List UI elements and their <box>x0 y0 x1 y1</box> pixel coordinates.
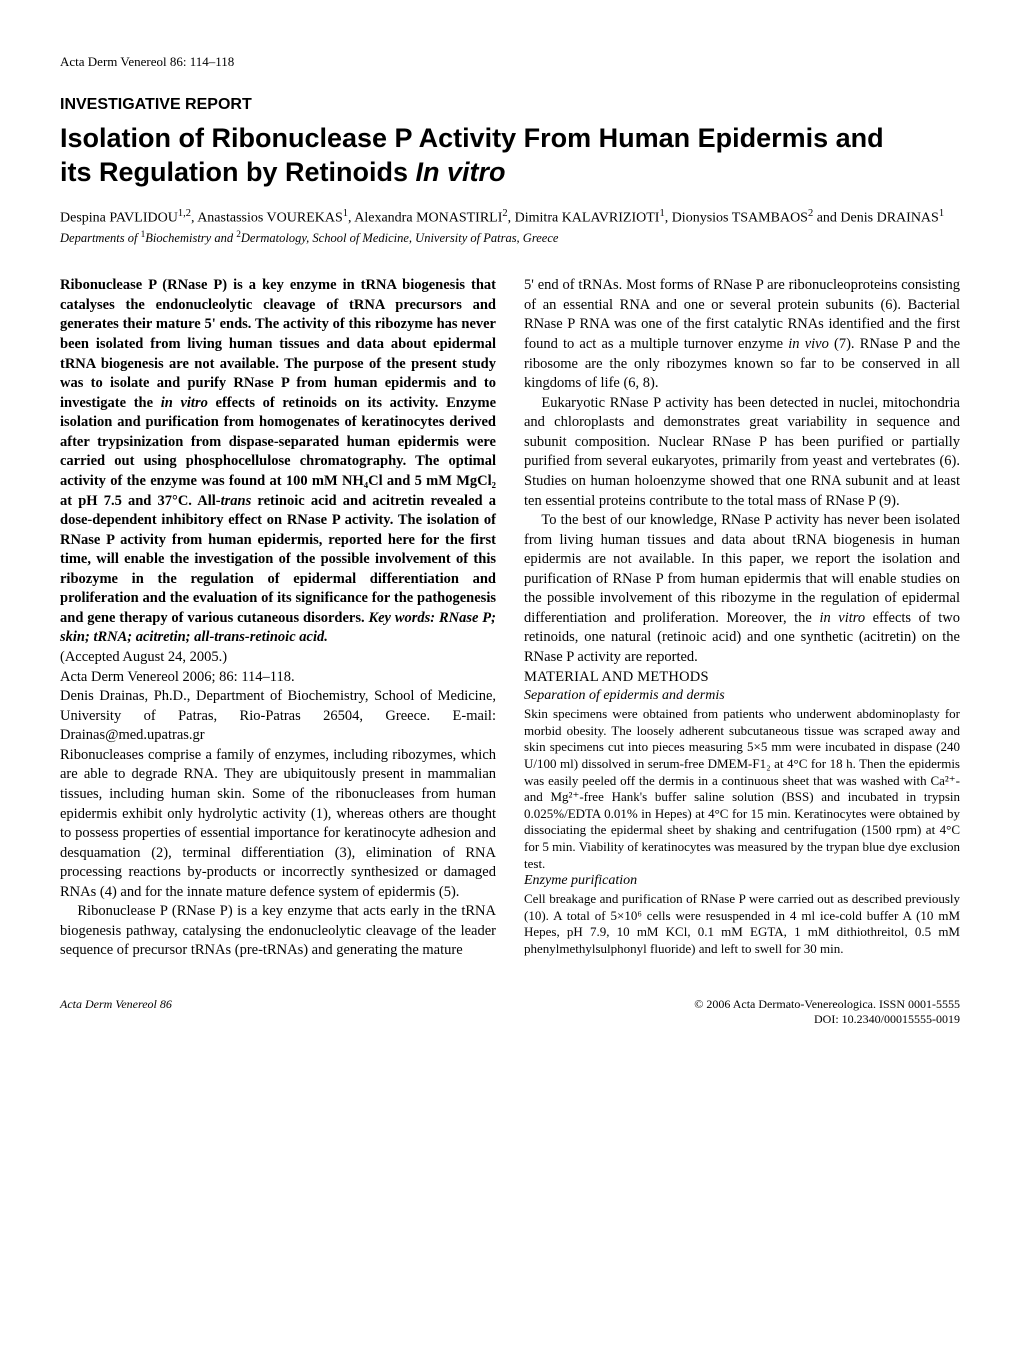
section-label: INVESTIGATIVE REPORT <box>60 96 960 114</box>
footer-right: © 2006 Acta Dermato-Venereologica. ISSN … <box>694 997 960 1027</box>
accepted-date: (Accepted August 24, 2005.) <box>60 648 496 668</box>
abstract-ital-2: trans <box>221 493 252 509</box>
col2-paragraph-1: 5' end of tRNAs. Most forms of RNase P a… <box>524 276 960 393</box>
abstract-ital-1: in vitro <box>161 395 208 411</box>
abstract-text-3: retinoic acid and acitretin revealed a d… <box>60 493 496 626</box>
affiliations: Departments of 1Biochemistry and 2Dermat… <box>60 230 960 246</box>
methods-body-1: Skin specimens were obtained from patien… <box>524 706 960 872</box>
abstract: Ribonuclease P (RNase P) is a key enzyme… <box>60 276 496 648</box>
footer-doi: DOI: 10.2340/00015555-0019 <box>694 1012 960 1027</box>
page-footer: Acta Derm Venereol 86 © 2006 Acta Dermat… <box>60 997 960 1027</box>
methods-subheading-2: Enzyme purification <box>524 872 960 891</box>
intro-paragraph-2: Ribonuclease P (RNase P) is a key enzyme… <box>60 902 496 961</box>
col2-p3-a: To the best of our knowledge, RNase P ac… <box>524 512 960 626</box>
col2-paragraph-3: To the best of our knowledge, RNase P ac… <box>524 511 960 668</box>
col2-p3-ital: in vitro <box>819 610 865 626</box>
two-column-body: Ribonuclease P (RNase P) is a key enzyme… <box>60 276 960 961</box>
title-line1: Isolation of Ribonuclease P Activity Fro… <box>60 123 884 153</box>
abstract-text-1: Ribonuclease P (RNase P) is a key enzyme… <box>60 277 496 410</box>
methods-heading: MATERIAL AND METHODS <box>524 668 960 688</box>
citation: Acta Derm Venereol 2006; 86: 114–118. <box>60 668 496 688</box>
abstract-text-2: effects of retinoids on its activity. En… <box>60 395 496 509</box>
running-head: Acta Derm Venereol 86: 114–118 <box>60 54 960 70</box>
correspondence: Denis Drainas, Ph.D., Department of Bioc… <box>60 687 496 746</box>
methods-body-2: Cell breakage and purification of RNase … <box>524 891 960 958</box>
intro-paragraph-1: Ribonucleases comprise a family of enzym… <box>60 746 496 903</box>
footer-left: Acta Derm Venereol 86 <box>60 997 172 1027</box>
authors: Despina PAVLIDOU1,2, Anastassios VOUREKA… <box>60 208 960 227</box>
title-italic: In vitro <box>416 157 506 187</box>
col2-paragraph-2: Eukaryotic RNase P activity has been det… <box>524 394 960 511</box>
keywords-label: Key words: <box>368 610 439 626</box>
methods-subheading-1: Separation of epidermis and dermis <box>524 687 960 706</box>
title-line2: its Regulation by Retinoids <box>60 157 416 187</box>
article-title: Isolation of Ribonuclease P Activity Fro… <box>60 122 960 190</box>
footer-copyright: © 2006 Acta Dermato-Venereologica. ISSN … <box>694 997 960 1012</box>
col2-p1-ital: in vivo <box>788 336 829 352</box>
